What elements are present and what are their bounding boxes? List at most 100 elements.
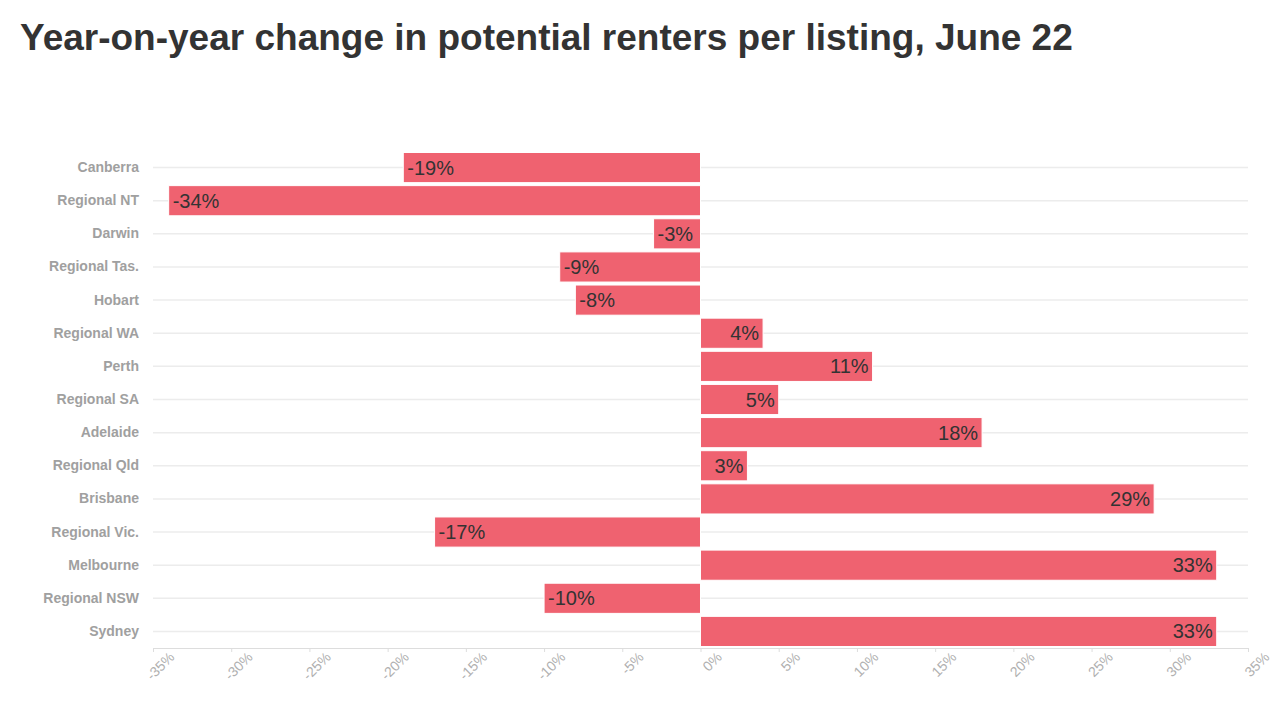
y-tick-label: Regional WA [53,325,139,341]
x-tick-mark [1092,648,1093,652]
y-tick: Darwin [92,225,139,241]
x-tick: -15% [456,648,490,683]
x-tick-mark [622,648,623,652]
x-tick: 5% [777,648,803,674]
x-tick-mark [935,648,936,652]
y-tick: Perth [103,358,139,374]
data-label: -10% [548,587,595,609]
x-tick: -5% [618,648,647,678]
x-tick-mark [309,648,310,652]
bar [544,583,700,613]
x-tick-mark [701,648,702,652]
y-tick-label: Melbourne [68,557,139,573]
x-tick: 15% [928,648,959,680]
bar [560,252,701,282]
y-tick-label: Regional NSW [43,590,139,606]
x-tick-label: 30% [1163,649,1194,680]
data-label: 4% [730,322,759,344]
data-label: 3% [715,455,744,477]
x-tick-mark [544,648,545,652]
bar [701,384,779,414]
x-tick-mark [857,648,858,652]
x-tick: 25% [1085,648,1116,680]
x-tick-label: -20% [378,649,412,683]
data-label: -9% [564,256,600,278]
data-label: -8% [579,289,615,311]
x-tick-mark [231,648,232,652]
y-tick: Adelaide [81,424,140,440]
x-tick-label: 15% [928,649,959,680]
y-tick: Brisbane [79,490,139,506]
data-label: -34% [173,190,220,212]
x-tick: 20% [1007,648,1038,680]
data-label: 33% [1173,554,1213,576]
bar [169,186,701,216]
y-tick: Regional NT [57,192,139,208]
x-tick-mark [388,648,389,652]
x-tick-label: -10% [534,649,568,683]
bar [701,484,1155,514]
data-label: -17% [439,521,486,543]
y-tick-label: Hobart [94,292,139,308]
y-tick-label: Adelaide [81,424,140,440]
bars [169,152,1217,646]
y-tick: Regional SA [57,391,139,407]
bar [701,318,764,348]
bar [701,550,1217,580]
x-tick-mark [1170,648,1171,652]
x-tick-label: 20% [1007,649,1038,680]
bar [575,285,700,315]
bar [701,451,748,481]
y-tick-label: Perth [103,358,139,374]
y-tick-label: Regional NT [57,192,139,208]
x-tick-mark [466,648,467,652]
data-label: -19% [407,157,454,179]
x-tick: 10% [850,648,881,680]
chart-title: Year-on-year change in potential renters… [20,14,1260,62]
x-axis: -35%-30%-25%-20%-15%-10%-5%0%5%10%15%20%… [143,648,1272,683]
y-tick-label: Regional SA [57,391,139,407]
y-tick: Melbourne [68,557,139,573]
x-tick-mark [1013,648,1014,652]
y-tick-label: Darwin [92,225,139,241]
y-tick: Canberra [78,159,140,175]
x-tick-mark [779,648,780,652]
data-labels: -19% -34% -3% -9% -8% 4% 11% 5% 18% 3% 29% -17% 33% -… [173,157,1213,643]
data-label: -3% [658,223,694,245]
y-tick: Sydney [89,623,139,639]
x-tick: -20% [378,648,412,683]
y-tick-label: Regional Tas. [49,258,139,274]
y-tick-label: Sydney [89,623,139,639]
x-tick-mark [1248,648,1249,652]
y-tick: Regional Vic. [51,524,139,540]
y-tick: Regional NSW [43,590,139,606]
x-tick: -30% [221,648,255,683]
data-label: 18% [938,422,978,444]
x-tick-label: -30% [221,649,255,683]
chart-svg: -19% -34% -3% -9% -8% 4% 11% 5% 18% 3% 29% -17% 33% -… [0,0,1279,720]
x-tick-label: -25% [299,649,333,683]
data-label: 33% [1173,620,1213,642]
x-tick-label: -5% [618,649,647,678]
y-tick-label: Regional Vic. [51,524,139,540]
data-label: 5% [746,389,775,411]
bar [701,418,983,448]
x-tick-label: 25% [1085,649,1116,680]
y-tick: Hobart [94,292,139,308]
bar [654,219,701,249]
y-tick-label: Regional Qld [53,457,139,473]
bar [701,616,1217,646]
y-tick: Regional Qld [53,457,139,473]
data-label: 11% [830,355,869,377]
x-tick-label: -15% [456,649,490,683]
x-tick-label: 5% [777,649,803,675]
data-label: 29% [1110,488,1150,510]
bar [403,152,700,182]
x-tick-label: 10% [850,649,881,680]
x-tick: 30% [1163,648,1194,680]
y-tick: Regional Tas. [49,258,139,274]
x-tick: -10% [534,648,568,683]
row-lines [153,168,1248,632]
y-tick-label: Brisbane [79,490,139,506]
bar [435,517,701,547]
